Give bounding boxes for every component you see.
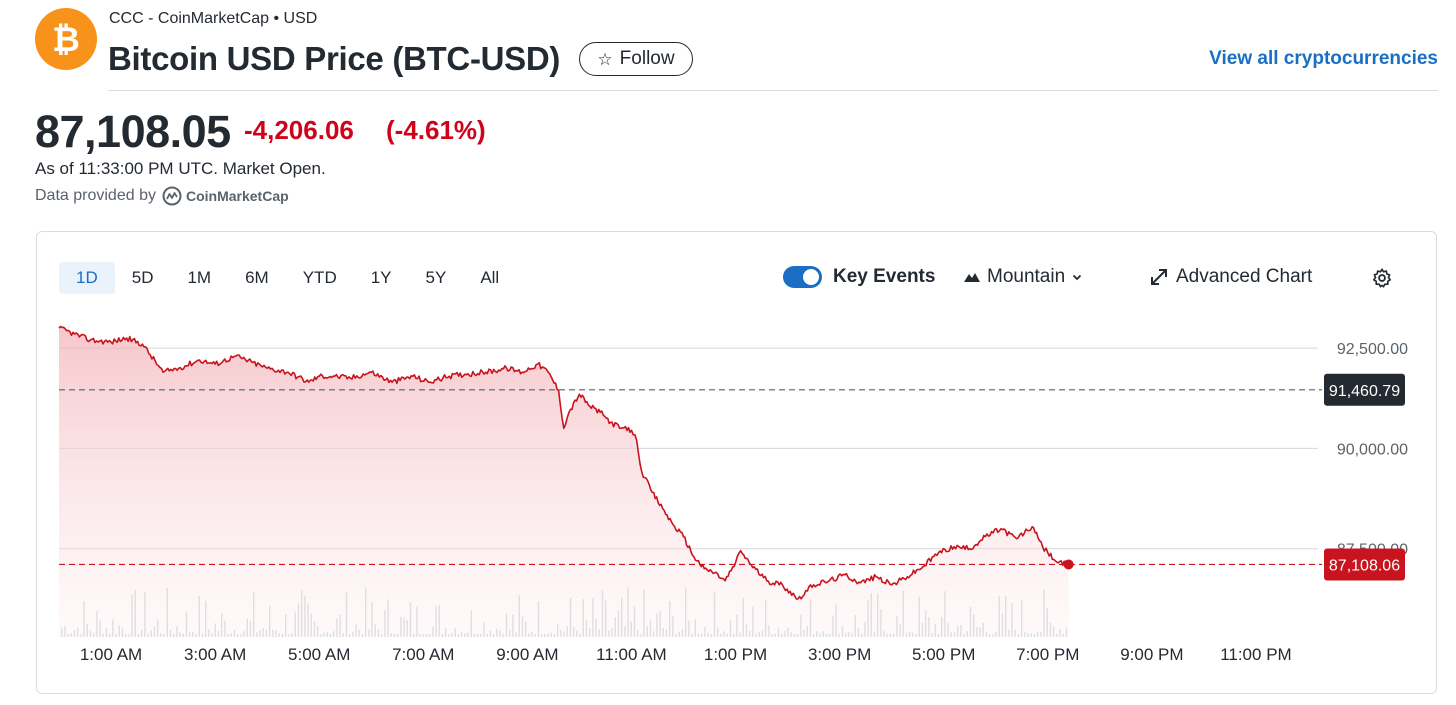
range-tab-5d[interactable]: 5D bbox=[131, 268, 154, 287]
gear-icon[interactable] bbox=[1371, 267, 1393, 289]
price-change-percent: (-4.61%) bbox=[386, 115, 486, 145]
current-price: 87,108.05 bbox=[35, 106, 231, 157]
coinmarketcap-logo: CoinMarketCap bbox=[162, 186, 289, 206]
chevron-down-icon bbox=[1073, 274, 1082, 281]
exchange-source-line: CCC - CoinMarketCap • USD bbox=[109, 10, 318, 27]
chart-style-label: Mountain bbox=[987, 266, 1066, 287]
range-tab-1m[interactable]: 1M bbox=[187, 268, 212, 287]
coinmarketcap-icon bbox=[162, 186, 182, 206]
data-provider: Data provided by CoinMarketCap bbox=[35, 186, 289, 206]
mountain-icon bbox=[964, 273, 980, 282]
bitcoin-logo-icon: ₿ bbox=[35, 8, 97, 70]
range-tab-ytd[interactable]: YTD bbox=[302, 268, 337, 287]
advanced-chart-label: Advanced Chart bbox=[1176, 266, 1313, 287]
provider-name: CoinMarketCap bbox=[185, 188, 289, 204]
range-tab-1d[interactable]: 1D bbox=[59, 262, 115, 294]
price-change: -4,206.06 bbox=[244, 115, 354, 145]
chart-style-select[interactable]: Mountain bbox=[963, 266, 1083, 288]
view-all-cryptocurrencies-link[interactable]: View all cryptocurrencies bbox=[1209, 48, 1438, 69]
chart-card bbox=[36, 231, 1437, 694]
range-tab-all[interactable]: All bbox=[480, 268, 500, 287]
page-title: Bitcoin USD Price (BTC-USD) bbox=[108, 40, 561, 77]
key-events-control[interactable]: Key Events bbox=[783, 266, 935, 288]
follow-button[interactable]: ☆ Follow bbox=[579, 42, 693, 76]
expand-icon bbox=[1151, 269, 1167, 285]
range-tabs: 1D 5D 1M 6M YTD 1Y 5Y All bbox=[59, 262, 516, 294]
follow-label: Follow bbox=[619, 48, 675, 69]
key-events-toggle[interactable] bbox=[783, 266, 822, 288]
star-icon: ☆ bbox=[597, 49, 613, 69]
market-status-text: As of 11:33:00 PM UTC. Market Open. bbox=[35, 159, 326, 178]
key-events-label: Key Events bbox=[833, 266, 936, 287]
range-tab-1y[interactable]: 1Y bbox=[370, 268, 392, 287]
header-divider bbox=[108, 90, 1438, 91]
range-tab-6m[interactable]: 6M bbox=[245, 268, 269, 287]
provider-prefix: Data provided by bbox=[35, 187, 156, 204]
range-tab-5y[interactable]: 5Y bbox=[425, 268, 447, 287]
advanced-chart-button[interactable]: Advanced Chart bbox=[1150, 266, 1312, 288]
logo-symbol: ₿ bbox=[52, 20, 80, 60]
